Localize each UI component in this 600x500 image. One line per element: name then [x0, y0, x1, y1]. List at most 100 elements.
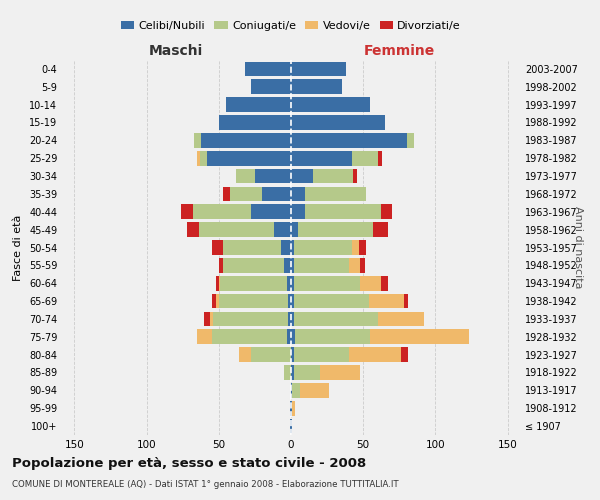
Bar [291, 98, 370, 112]
Bar [320, 365, 360, 380]
Bar [251, 204, 291, 219]
Legend: Celibi/Nubili, Coniugati/e, Vedovi/e, Divorziati/e: Celibi/Nubili, Coniugati/e, Vedovi/e, Di… [116, 17, 466, 36]
Bar [220, 276, 287, 290]
Bar [291, 151, 352, 166]
Bar [284, 365, 291, 380]
Bar [291, 258, 294, 272]
Bar [223, 240, 281, 255]
Bar [212, 240, 223, 255]
Bar [274, 222, 291, 237]
Bar [291, 222, 298, 237]
Bar [187, 222, 199, 237]
Bar [223, 258, 284, 272]
Text: COMUNE DI MONTEREALE (AQ) - Dati ISTAT 1° gennaio 2008 - Elaborazione TUTTITALIA: COMUNE DI MONTEREALE (AQ) - Dati ISTAT 1… [12, 480, 398, 489]
Bar [373, 222, 388, 237]
Bar [291, 240, 294, 255]
Bar [294, 258, 349, 272]
Bar [181, 204, 193, 219]
Bar [291, 401, 292, 415]
Bar [193, 204, 251, 219]
Bar [245, 62, 291, 76]
Bar [288, 294, 291, 308]
Bar [205, 312, 210, 326]
Bar [291, 115, 385, 130]
Bar [291, 365, 294, 380]
Bar [305, 204, 380, 219]
Bar [377, 312, 424, 326]
Bar [219, 276, 220, 290]
Bar [200, 151, 207, 166]
Bar [294, 240, 352, 255]
Bar [251, 348, 291, 362]
Bar [219, 258, 223, 272]
Bar [194, 133, 202, 148]
Bar [291, 276, 294, 290]
Bar [284, 258, 291, 272]
Bar [291, 186, 305, 201]
Bar [352, 240, 359, 255]
Bar [291, 133, 407, 148]
Bar [295, 330, 370, 344]
Bar [292, 401, 295, 415]
Bar [291, 348, 294, 362]
Bar [291, 62, 346, 76]
Bar [219, 115, 291, 130]
Bar [313, 168, 353, 184]
Bar [290, 419, 291, 434]
Bar [226, 98, 291, 112]
Bar [291, 330, 295, 344]
Bar [236, 168, 255, 184]
Text: Maschi: Maschi [148, 44, 203, 58]
Bar [349, 348, 401, 362]
Bar [288, 312, 291, 326]
Bar [219, 294, 288, 308]
Y-axis label: Fasce di età: Fasce di età [13, 214, 23, 280]
Bar [287, 276, 291, 290]
Bar [380, 276, 388, 290]
Bar [359, 240, 366, 255]
Bar [294, 294, 369, 308]
Bar [404, 294, 408, 308]
Bar [291, 419, 292, 434]
Bar [352, 151, 377, 166]
Bar [262, 186, 291, 201]
Bar [255, 168, 291, 184]
Bar [291, 383, 292, 398]
Bar [212, 294, 216, 308]
Bar [239, 348, 251, 362]
Bar [299, 383, 329, 398]
Bar [287, 330, 291, 344]
Bar [294, 312, 377, 326]
Bar [401, 348, 408, 362]
Bar [360, 276, 380, 290]
Bar [380, 204, 392, 219]
Bar [294, 348, 349, 362]
Bar [294, 365, 320, 380]
Bar [370, 330, 469, 344]
Bar [291, 80, 341, 94]
Bar [251, 80, 291, 94]
Bar [212, 330, 287, 344]
Bar [349, 258, 360, 272]
Bar [290, 401, 291, 415]
Bar [360, 258, 365, 272]
Bar [369, 294, 404, 308]
Bar [291, 312, 294, 326]
Bar [291, 294, 294, 308]
Bar [291, 204, 305, 219]
Bar [216, 294, 219, 308]
Bar [213, 312, 288, 326]
Bar [207, 151, 291, 166]
Bar [292, 383, 299, 398]
Bar [223, 186, 230, 201]
Text: Femmine: Femmine [364, 44, 435, 58]
Bar [210, 312, 213, 326]
Y-axis label: Anni di nascita: Anni di nascita [573, 206, 583, 289]
Bar [281, 240, 291, 255]
Bar [294, 276, 360, 290]
Bar [377, 151, 382, 166]
Bar [197, 330, 212, 344]
Bar [197, 151, 200, 166]
Bar [305, 186, 366, 201]
Bar [230, 186, 262, 201]
